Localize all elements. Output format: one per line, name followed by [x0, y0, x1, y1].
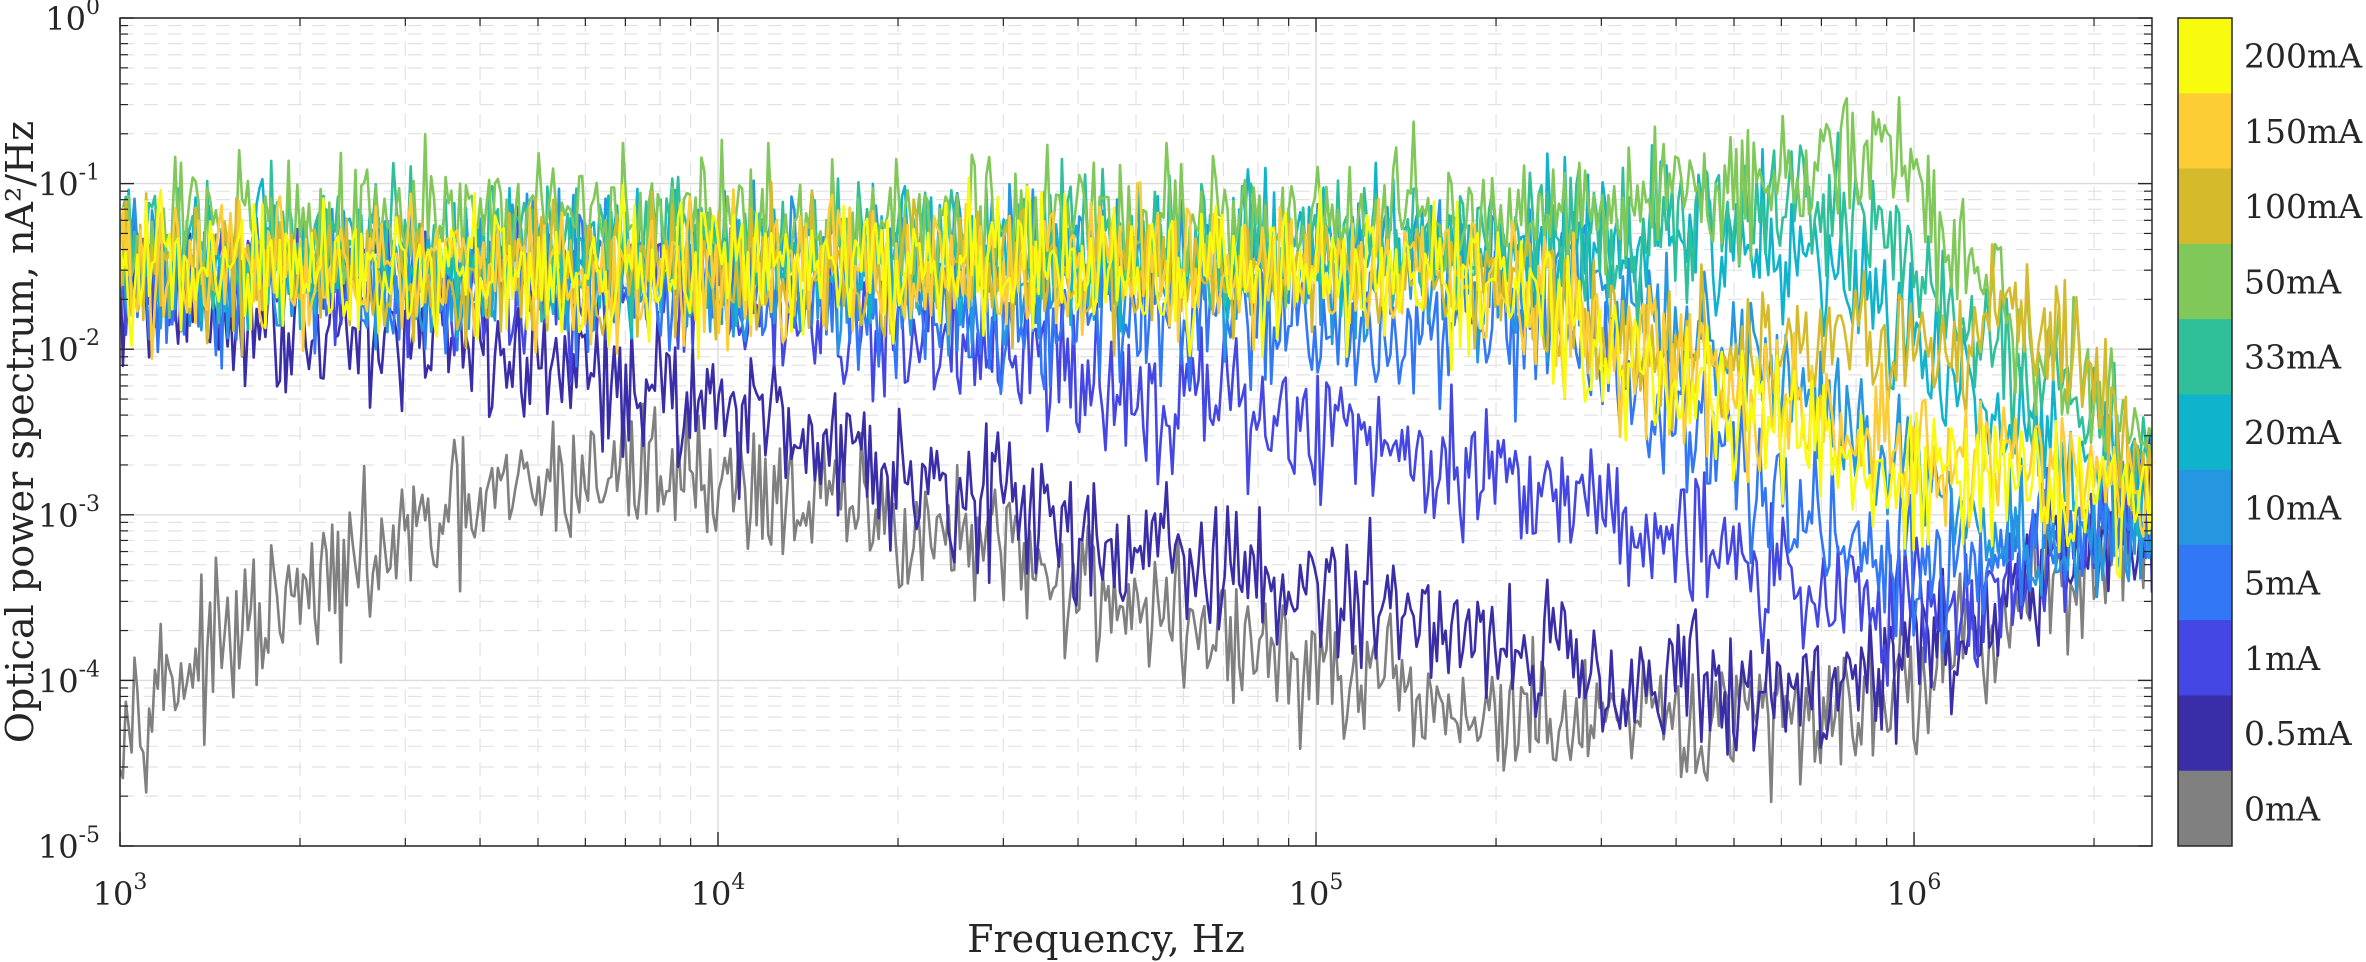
x-tick-label: 106 — [1887, 870, 1942, 913]
colorbar-label: 5mA — [2244, 564, 2321, 603]
colorbar-label: 150mA — [2244, 112, 2363, 151]
x-tick-label: 103 — [93, 870, 148, 913]
colorbar-frame — [2177, 17, 2233, 847]
colorbar-swatch — [2178, 93, 2232, 170]
colorbar-swatch — [2178, 544, 2232, 621]
y-tick-label: 10-2 — [38, 326, 100, 369]
tick-marks — [119, 17, 2152, 847]
y-tick-label: 10-1 — [38, 161, 100, 204]
colorbar-swatch — [2178, 394, 2232, 471]
y-tick-label: 10-5 — [38, 823, 100, 866]
y-tick-label: 10-4 — [38, 657, 100, 700]
colorbar-swatch — [2178, 469, 2232, 546]
colorbar-swatch — [2178, 168, 2232, 245]
colorbar-swatch — [2178, 243, 2232, 320]
series-line — [120, 402, 2152, 804]
y-axis-label: Optical power spectrum, nA²/Hz — [0, 121, 42, 743]
x-tick-label: 105 — [1289, 870, 1344, 913]
colorbar-label: 0.5mA — [2244, 714, 2353, 753]
y-tick-labels: 100 10-1 10-2 10-3 10-4 10-5 — [38, 0, 100, 866]
y-tick-label: 10-3 — [38, 492, 100, 535]
colorbar: 200mA 150mA 100mA 50mA 33mA 20mA 10mA 5mA 1mA 0.5… — [2177, 17, 2363, 847]
colorbar-label: 20mA — [2244, 413, 2342, 452]
colorbar-label: 100mA — [2244, 187, 2363, 226]
colorbar-label: 200mA — [2244, 37, 2363, 76]
colorbar-swatch — [2178, 620, 2232, 696]
plot-area — [119, 17, 2153, 847]
colorbar-label: 1mA — [2244, 639, 2321, 678]
colorbar-swatch — [2178, 18, 2232, 94]
y-tick-label: 100 — [45, 0, 100, 38]
colorbar-label: 50mA — [2244, 262, 2342, 301]
x-tick-labels: 103 104 105 106 — [93, 870, 1942, 913]
colorbar-label: 10mA — [2244, 488, 2342, 527]
x-axis-label: Frequency, Hz — [967, 917, 1245, 961]
colorbar-label: 33mA — [2244, 338, 2342, 377]
colorbar-swatch — [2178, 695, 2232, 772]
colorbar-swatch — [2178, 770, 2232, 847]
x-tick-label: 104 — [691, 870, 746, 913]
colorbar-label: 0mA — [2244, 789, 2321, 828]
series-line — [120, 176, 2152, 580]
colorbar-swatch — [2178, 319, 2232, 395]
series-layer — [120, 96, 2152, 804]
